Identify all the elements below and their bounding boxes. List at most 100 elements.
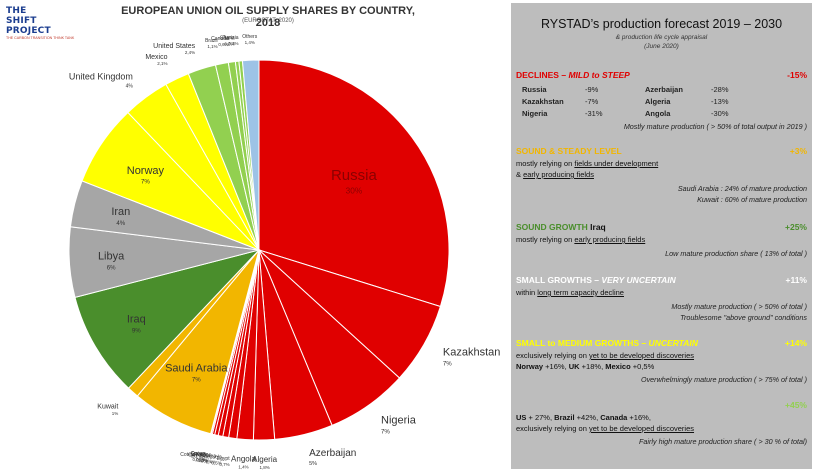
small-medium-qualifier: – UNCERTAIN <box>641 338 698 348</box>
small-medium-pct: +14% <box>785 338 807 348</box>
sound-growth-line: mostly relying on early producing fields <box>516 234 807 245</box>
pie-value-brazil: 1,1% <box>207 44 217 49</box>
pie-label-egypt: Egypt <box>217 456 230 462</box>
pie-value-iraq: 9% <box>132 327 141 334</box>
pie-label-ghana: Ghana <box>220 35 235 41</box>
pie-label-cote-d-ivoire: Cote d'Ivoire <box>180 452 208 458</box>
pie-label-brazil: Brazil <box>205 38 218 44</box>
pie-value-iran: 4% <box>116 220 125 227</box>
small-medium-underlined: yet to be developed discoveries <box>588 351 695 360</box>
green-growths-line: exclusively relying on yet to be develop… <box>516 423 807 434</box>
small-growths-qualifier: – VERY UNCERTAIN <box>594 275 676 285</box>
pie-label-nigeria: Nigeria <box>381 414 417 426</box>
sound-growth-title: SOUND GROWTH Iraq <box>516 222 606 232</box>
pie-value-canada: 0,6% <box>218 42 228 47</box>
declines-value: -13% <box>711 97 729 106</box>
sound-steady-underlined: early producing fields <box>523 170 594 179</box>
small-growths-note: Troublesome "above ground" conditions <box>680 312 807 322</box>
pie-label-canada: Canada <box>211 36 229 42</box>
pie-value-mexico: 2,1% <box>157 61 167 66</box>
pie-value-libya: 6% <box>107 265 116 272</box>
pie-label-saudi-arabia: Saudi Arabia <box>165 363 228 375</box>
declines-table: Russia -9% Azerbaijan -28% Kazakhstan -7… <box>516 82 807 126</box>
pie-value-nigeria: 7% <box>381 428 390 435</box>
pie-label-united-states: United States <box>153 43 196 50</box>
pie-label-libya: Libya <box>98 251 125 263</box>
declines-value: -9% <box>585 85 599 94</box>
declines-value: -31% <box>585 109 603 118</box>
sound-steady-text: & <box>516 170 524 179</box>
pie-label-congo: Congo <box>191 451 206 457</box>
section-sound-steady: SOUND & STEADY LEVEL +3% mostly relying … <box>516 146 807 205</box>
pie-value-egypt: 0,7% <box>219 462 229 467</box>
pie-label-iran: Iran <box>111 206 130 218</box>
pie-value-angola: 1,4% <box>238 465 248 470</box>
pie-value-venezuela: 0,5% <box>212 461 222 466</box>
logo-tagline: THE CARBON TRANSITION THINK TANK <box>6 36 75 40</box>
sound-growth-pct: +25% <box>785 222 807 232</box>
pie-label-iraq: Iraq <box>127 313 146 325</box>
shift-project-logo: THE SHIFT PROJECT THE CARBON TRANSITION … <box>6 6 75 41</box>
pie-label-eq-guinea: Eq. Guinea <box>191 454 216 460</box>
small-medium-text: exclusively relying on <box>516 351 589 360</box>
green-country: Canada <box>600 413 628 422</box>
chart-title: EUROPEAN UNION OIL SUPPLY SHARES BY COUN… <box>121 5 415 29</box>
green-value: +16%, <box>627 413 651 422</box>
green-value: + 27%, <box>526 413 555 422</box>
pie-value-congo: 0,05% <box>193 457 206 462</box>
panel-date: (June 2020) <box>644 43 679 50</box>
logo-line-2: PROJECT <box>6 26 51 36</box>
declines-country: Nigeria <box>522 109 548 118</box>
declines-title-text: DECLINES <box>516 70 559 80</box>
green-growths-pct: +45% <box>785 400 807 410</box>
pie-label-russia: Russia <box>331 167 378 184</box>
sound-steady-line: & early producing fields <box>516 169 807 180</box>
small-medium-line: exclusively relying on yet to be develop… <box>516 350 807 361</box>
pie-label-angola: Angola <box>231 454 256 463</box>
declines-country: Russia <box>522 85 547 94</box>
pie-value-united-states: 2,4% <box>185 50 195 55</box>
section-small-growths: SMALL GROWTHS – VERY UNCERTAIN +11% with… <box>516 275 807 323</box>
pie-label-norway: Norway <box>127 165 165 177</box>
logo-line-1: THE SHIFT <box>6 6 37 26</box>
declines-country: Azerbaijan <box>645 85 683 94</box>
sound-growth-text: mostly relying on <box>516 235 575 244</box>
small-medium-country: Norway <box>516 362 544 371</box>
green-country: Brazil <box>554 413 575 422</box>
small-medium-note: Overwhelmingly mature production ( > 75%… <box>641 375 807 384</box>
small-growths-text: within <box>516 288 538 297</box>
small-medium-country: UK <box>568 362 580 371</box>
small-growths-note: Mostly mature production ( > 50% of tota… <box>671 302 807 311</box>
pie-value-tunisia: 0,3% <box>228 41 238 46</box>
pie-value-russia: 30% <box>346 186 363 196</box>
section-green-growths: +45% US + 27%, Brazil +42%, Canada +16%,… <box>516 400 807 448</box>
pie-value-ghana: 0,3% <box>224 41 234 46</box>
small-medium-title-text: SMALL to MEDIUM GROWTHS <box>516 338 640 348</box>
declines-value: -28% <box>711 85 729 94</box>
small-growths-underlined: long term capacity decline <box>537 288 624 297</box>
pie-value-others: 1,4% <box>245 40 255 45</box>
sound-steady-text: mostly relying on <box>516 159 575 168</box>
pie-value-azerbaijan: 5% <box>309 461 317 467</box>
declines-value: -7% <box>585 97 599 106</box>
small-medium-value: +16%, <box>543 362 569 371</box>
pie-value-kuwait: 1% <box>112 411 119 416</box>
pie-value-gabon: 0,1% <box>196 457 206 462</box>
declines-country: Kazakhstan <box>522 97 564 106</box>
green-value: +42%, <box>574 413 601 422</box>
sound-steady-underlined: fields under development <box>574 159 659 168</box>
green-growths-note: Fairly high mature production share ( > … <box>639 437 807 446</box>
section-declines: DECLINES – MILD to STEEP -15% Russia -9%… <box>516 70 807 133</box>
small-growths-line: within long term capacity decline <box>516 287 807 298</box>
pie-label-kazakhstan: Kazakhstan <box>443 346 500 358</box>
sound-growth-note: Low mature production share ( 13% of tot… <box>665 249 807 258</box>
pie-chart: Russia 30% Kazakhstan 7% Nigeria 7% Azerbaijan… <box>68 34 500 470</box>
green-country: US <box>516 413 527 422</box>
pie-slice-others <box>241 59 260 251</box>
declines-title: DECLINES – MILD to STEEP <box>516 70 630 80</box>
pie-value-eq-guinea: 0,4% <box>206 460 216 465</box>
pie-label-united-kingdom: United Kingdom <box>69 72 133 82</box>
pie-value-kazakhstan: 7% <box>443 360 452 367</box>
small-medium-value: +18%, <box>579 362 606 371</box>
pie-label-azerbaijan: Azerbaijan <box>309 448 356 459</box>
